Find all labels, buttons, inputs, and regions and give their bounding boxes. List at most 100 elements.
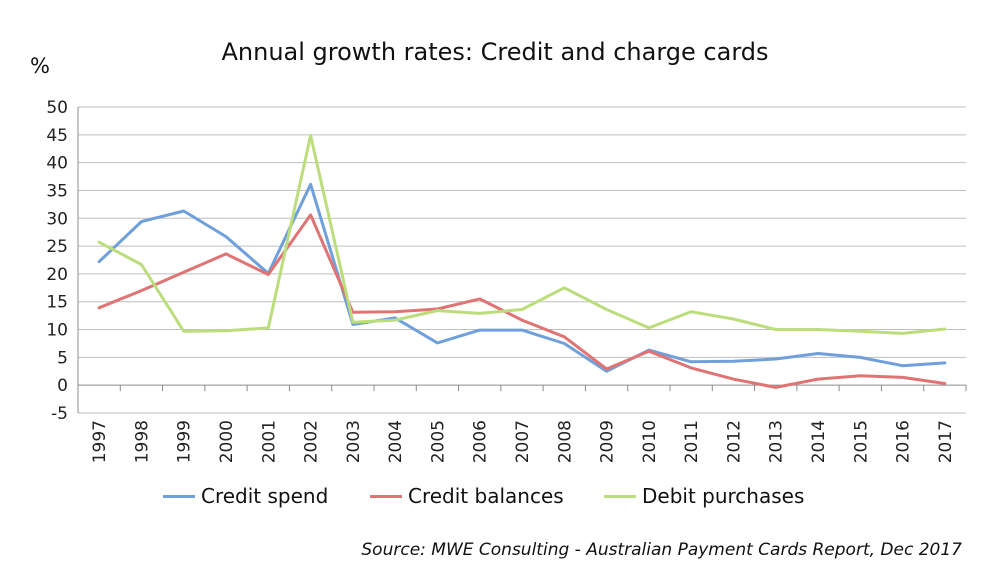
y-tick-label: -5 (51, 404, 68, 424)
data-point-debit-purchases (140, 263, 143, 266)
data-point-debit-purchases (182, 330, 185, 333)
data-point-credit-spend (478, 328, 481, 332)
x-tick-label: 2014 (809, 420, 829, 463)
y-tick-label: 0 (57, 376, 68, 396)
x-tick-label: 2001 (259, 420, 279, 463)
data-point-credit-balances (689, 366, 693, 370)
data-point-credit-balances (478, 297, 481, 301)
data-point-credit-spend (605, 370, 608, 373)
data-point-credit-spend (774, 357, 777, 361)
data-point-debit-purchases (943, 327, 947, 331)
axes (77, 107, 967, 413)
data-point-credit-spend (351, 323, 355, 326)
series-lines (97, 133, 947, 389)
data-point-credit-balances (224, 252, 228, 256)
data-point-credit-spend (97, 260, 101, 263)
data-point-debit-purchases (97, 240, 101, 244)
legend-item-credit-spend: Credit spend (163, 484, 328, 508)
y-tick-label: 20 (46, 265, 68, 285)
x-tick-label: 2016 (894, 420, 914, 463)
data-point-credit-balances (816, 377, 820, 381)
data-point-debit-purchases (816, 328, 820, 331)
data-point-credit-balances (182, 271, 185, 274)
data-point-debit-purchases (267, 326, 270, 330)
data-point-debit-purchases (520, 308, 524, 311)
data-point-credit-balances (774, 386, 777, 389)
x-tick-labels: 1997 1998 1999 2000 2001 2002 2003 2004 2005 2006… (90, 420, 956, 463)
x-tick-label: 2003 (344, 420, 364, 463)
x-tick-label: 2002 (302, 420, 322, 463)
series-line-debit-purchases (97, 133, 947, 335)
y-tick-label: 30 (46, 209, 68, 229)
data-point-credit-spend (689, 360, 693, 364)
legend-item-credit-balances: Credit balances (370, 484, 564, 508)
data-point-credit-balances (605, 367, 608, 371)
data-point-debit-purchases (732, 317, 735, 321)
y-tick-label: 10 (46, 321, 68, 341)
data-point-credit-spend (182, 209, 185, 213)
x-tick-label: 1999 (175, 420, 195, 463)
data-point-credit-balances (901, 376, 904, 379)
data-point-credit-spend (563, 342, 566, 345)
data-point-debit-purchases (647, 326, 651, 330)
x-tick-label: 2015 (851, 420, 871, 463)
x-tick-label: 2013 (767, 420, 787, 463)
series-line-credit-balances (97, 213, 947, 389)
data-point-debit-purchases (224, 329, 228, 332)
data-point-debit-purchases (563, 286, 566, 290)
data-point-debit-purchases (901, 332, 904, 335)
x-tick-label: 2004 (386, 420, 406, 463)
data-point-credit-spend (816, 352, 820, 355)
legend-swatch-credit-balances (370, 494, 402, 498)
data-point-credit-balances (943, 382, 947, 385)
y-tick-label: 5 (57, 348, 68, 368)
data-point-credit-balances (309, 213, 312, 217)
data-point-credit-balances (267, 273, 270, 276)
data-point-credit-balances (563, 335, 566, 338)
data-point-credit-spend (943, 361, 947, 365)
data-point-debit-purchases (309, 134, 312, 137)
data-point-debit-purchases (393, 318, 397, 322)
x-tick-label: 1997 (90, 420, 110, 463)
legend: Credit spend Credit balances Debit purch… (0, 484, 990, 510)
data-point-credit-balances (859, 374, 862, 377)
data-point-credit-balances (97, 306, 101, 310)
chart-title: Annual growth rates: Credit and charge c… (221, 38, 769, 66)
y-tick-label: 50 (46, 98, 68, 118)
legend-label-credit-balances: Credit balances (408, 484, 564, 508)
legend-label-credit-spend: Credit spend (201, 484, 329, 508)
data-point-credit-balances (520, 318, 524, 322)
x-tick-label: 2005 (428, 420, 448, 463)
data-point-debit-purchases (689, 310, 693, 313)
x-tick-label: 2011 (682, 420, 702, 463)
data-point-credit-balances (647, 350, 651, 353)
data-point-debit-purchases (351, 321, 355, 324)
y-tick-label: 40 (46, 154, 68, 174)
data-point-credit-spend (309, 183, 312, 186)
data-point-credit-spend (140, 220, 143, 223)
legend-swatch-debit-purchases (604, 494, 636, 498)
x-tick-label: 2000 (217, 420, 237, 463)
data-point-debit-purchases (478, 312, 481, 315)
data-point-credit-spend (859, 356, 862, 359)
x-tick-label: 1998 (132, 420, 152, 463)
source-note: Source: MWE Consulting - Australian Paym… (361, 540, 962, 560)
data-point-debit-purchases (859, 330, 862, 333)
data-point-credit-balances (393, 310, 397, 313)
data-point-credit-balances (732, 377, 735, 381)
series-line-credit-spend (97, 182, 947, 373)
legend-item-debit-purchases: Debit purchases (604, 484, 804, 508)
legend-swatch-credit-spend (163, 494, 195, 498)
x-tick-label: 2009 (598, 420, 618, 463)
data-point-credit-spend (224, 235, 228, 238)
data-point-debit-purchases (774, 328, 777, 331)
y-axis-unit-label: % (30, 54, 50, 78)
data-point-debit-purchases (436, 309, 439, 312)
data-point-credit-balances (140, 289, 143, 292)
x-tick-label: 2008 (555, 420, 575, 463)
x-tick-label: 2017 (936, 420, 956, 463)
x-tick-label: 2006 (471, 420, 491, 463)
x-tick-label: 2007 (513, 420, 533, 463)
